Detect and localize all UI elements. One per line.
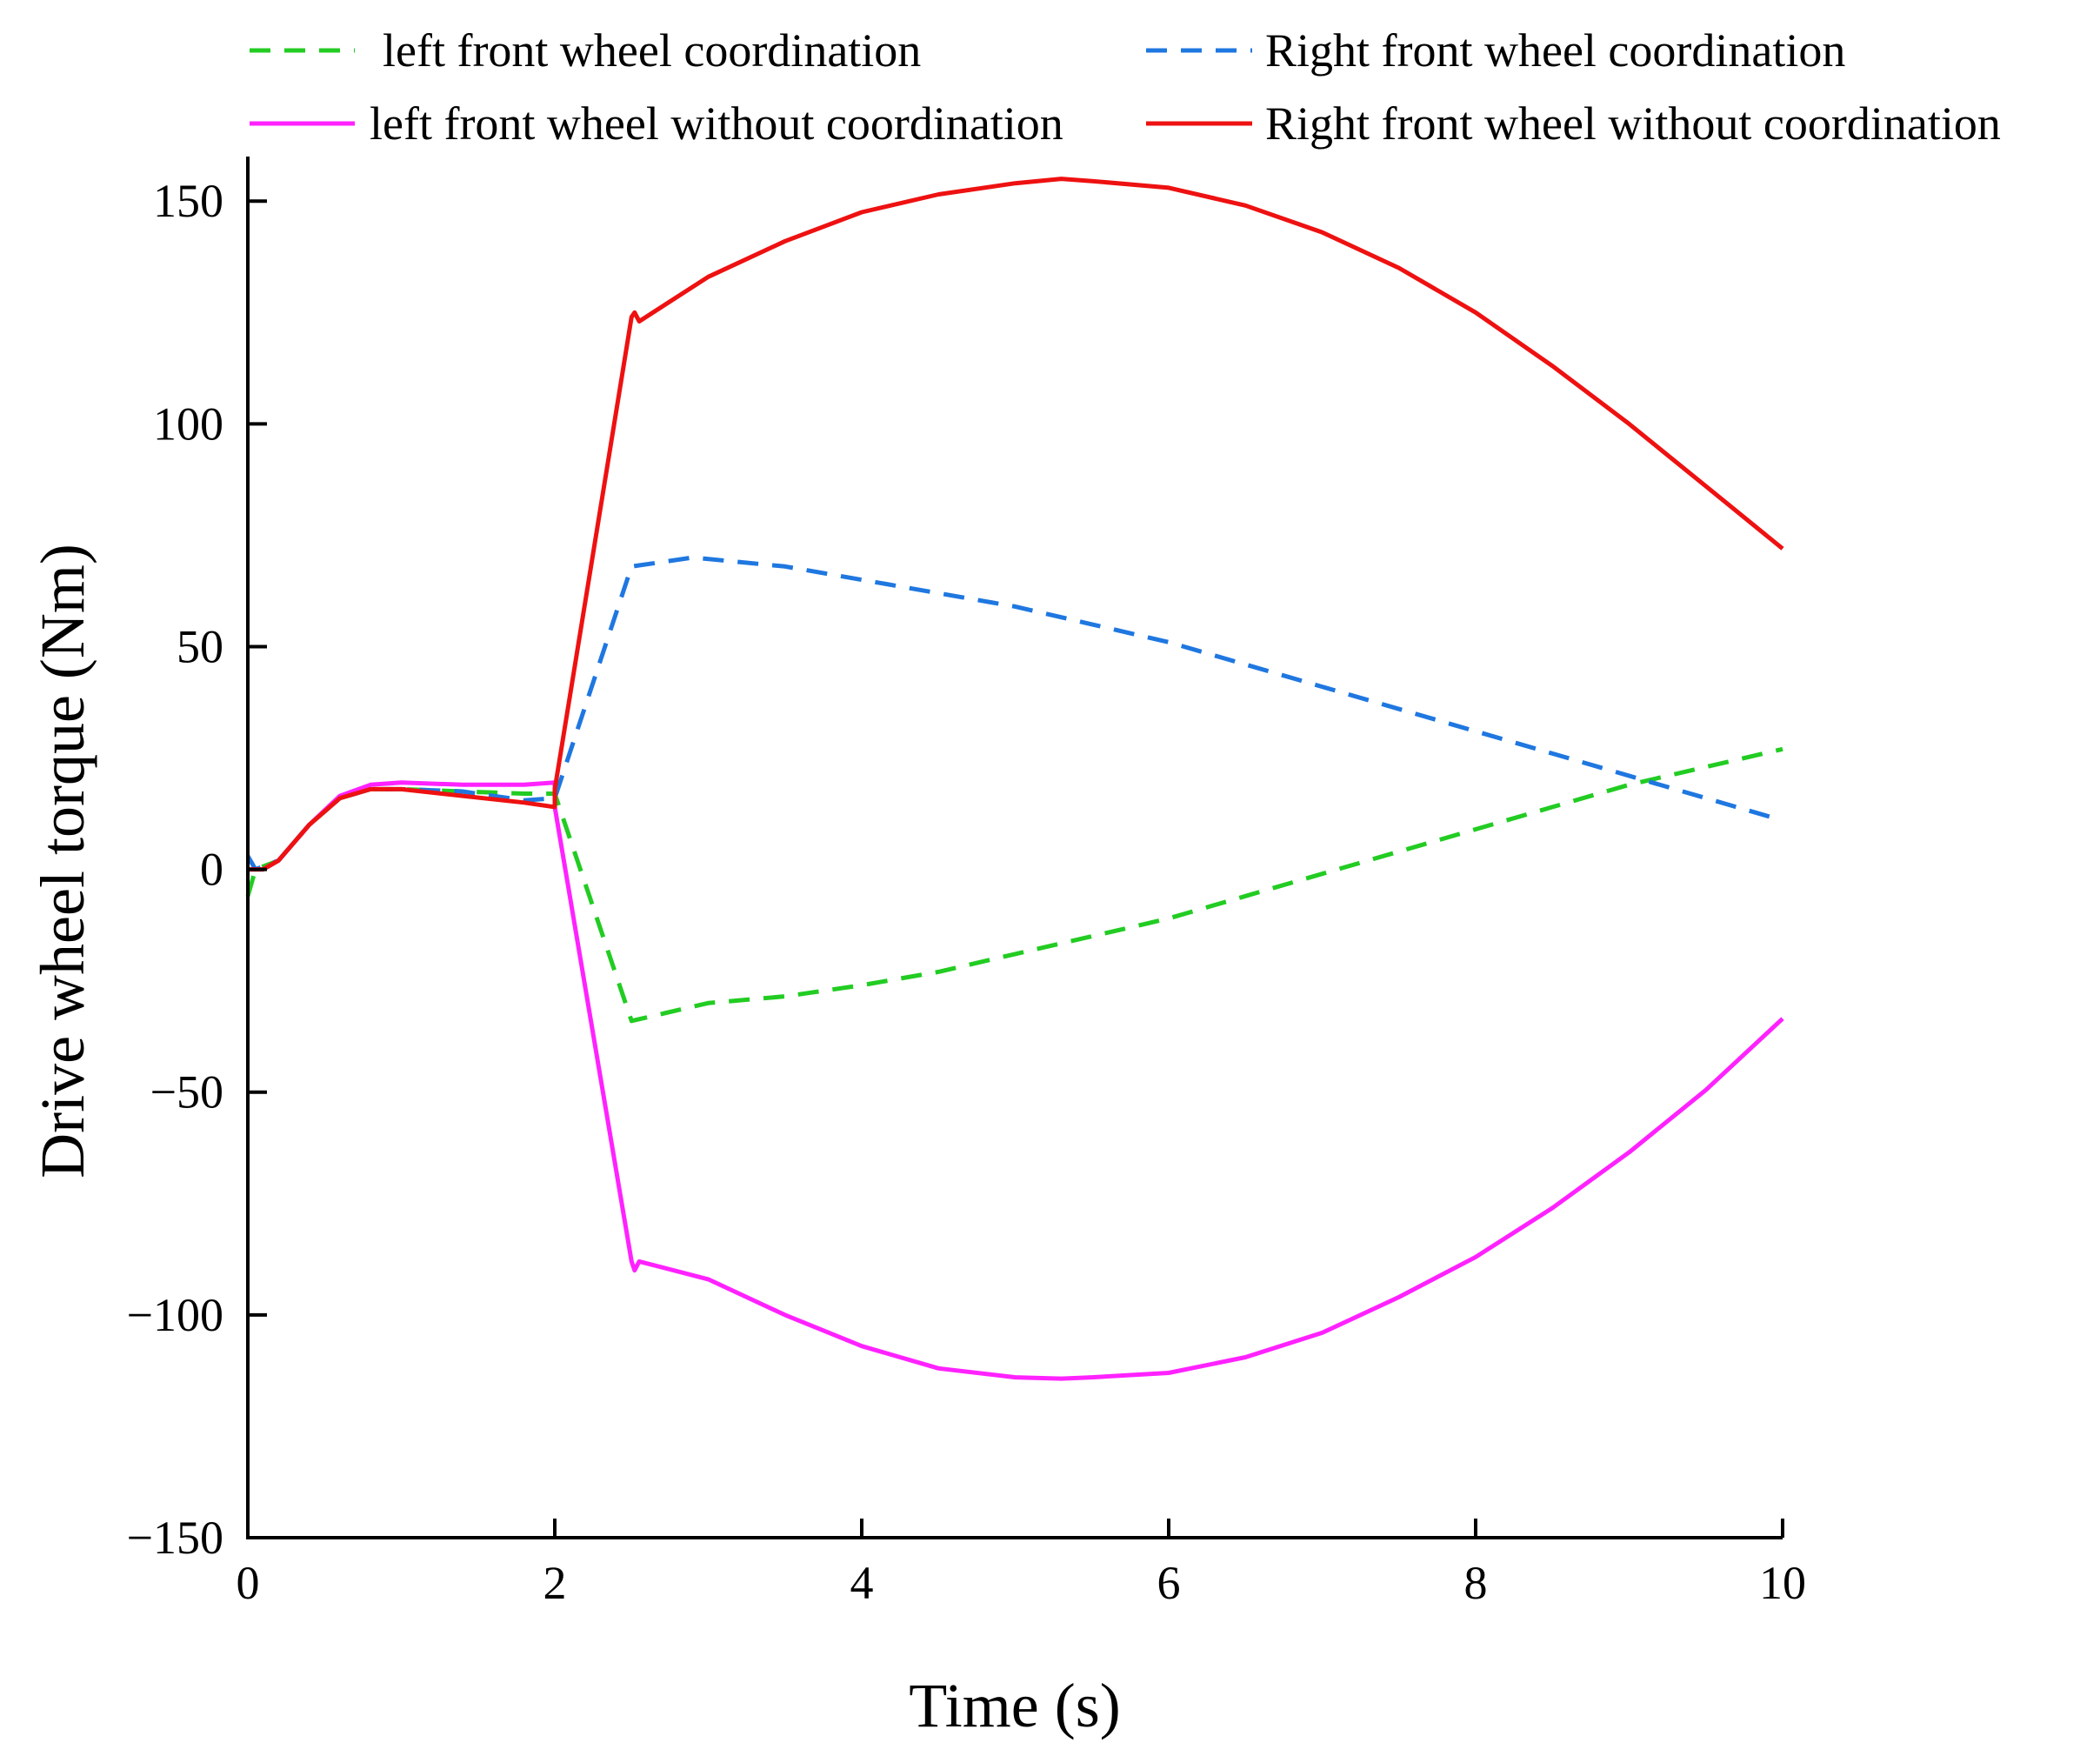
legend-label-2: Right front wheel coordination <box>1265 24 1845 77</box>
y-axis-title: Drive wheel torque (Nm) <box>28 544 97 1178</box>
series-line-2 <box>245 555 1783 872</box>
axes: 0 2 4 6 8 10 −150 −100 −50 0 50 100 150 <box>127 157 1806 1609</box>
series-line-4 <box>248 177 1784 872</box>
legend-label-1: left front wheel coordination <box>383 24 921 77</box>
legend: left front wheel coordination Right front… <box>250 24 2001 150</box>
legend-label-3: left front wheel without coordination <box>370 97 1063 150</box>
y-tick-label: −100 <box>127 1289 223 1341</box>
y-tick-label: −50 <box>150 1066 223 1118</box>
x-tick-label: 8 <box>1464 1557 1488 1609</box>
legend-label-4: Right front wheel without coordination <box>1265 97 2001 150</box>
x-tick-label: 10 <box>1759 1557 1806 1609</box>
series-layer <box>245 177 1784 1381</box>
series-line-3 <box>248 780 1784 1381</box>
x-tick-label: 6 <box>1157 1557 1181 1609</box>
y-tick-label: 50 <box>177 620 223 672</box>
y-tick-label: −150 <box>127 1512 223 1564</box>
y-tick-label: 150 <box>153 175 223 227</box>
x-tick-label: 2 <box>543 1557 567 1609</box>
x-tick-label: 0 <box>237 1557 260 1609</box>
x-tick-label: 4 <box>850 1557 874 1609</box>
y-tick-label: 0 <box>200 844 223 896</box>
series-line-1 <box>245 746 1783 1024</box>
y-tick-label: 100 <box>153 397 223 450</box>
x-axis-title: Time (s) <box>909 1671 1120 1740</box>
